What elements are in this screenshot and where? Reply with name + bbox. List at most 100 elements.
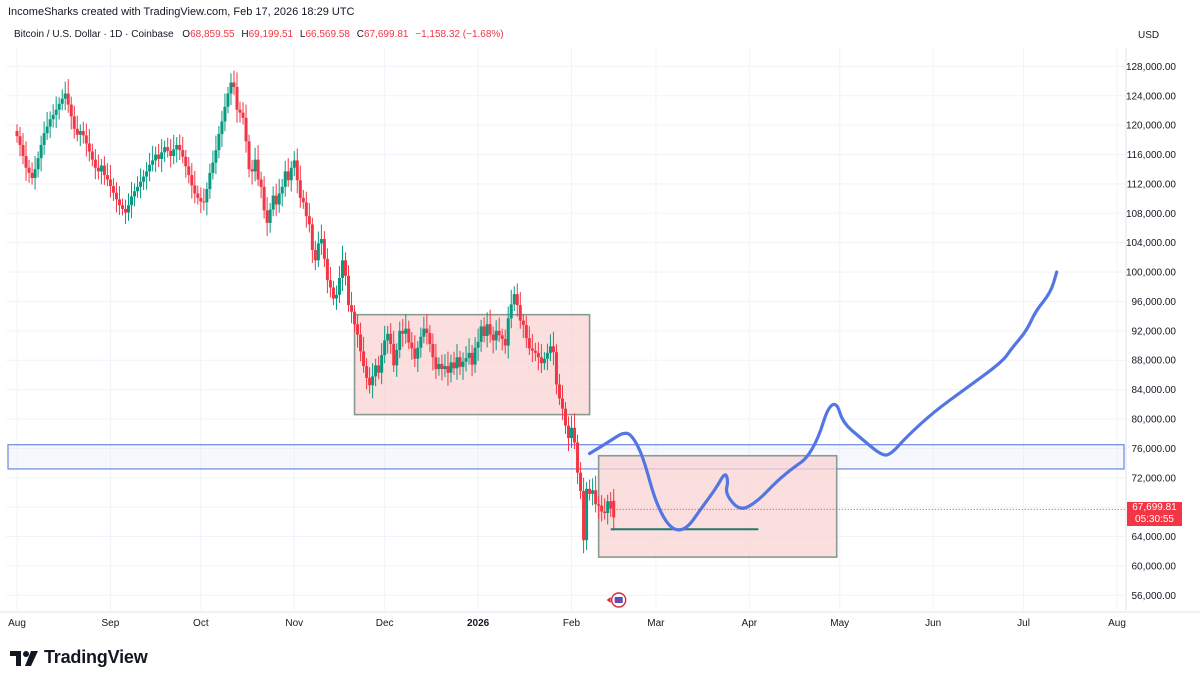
candle-body[interactable] bbox=[416, 347, 420, 359]
candle-body[interactable] bbox=[488, 324, 492, 335]
candle-body[interactable] bbox=[229, 82, 233, 94]
candle-body[interactable] bbox=[232, 82, 236, 87]
candle-body[interactable] bbox=[383, 340, 387, 356]
candle-body[interactable] bbox=[93, 159, 97, 168]
candle-body[interactable] bbox=[181, 150, 185, 157]
candle-body[interactable] bbox=[127, 205, 131, 213]
candle-body[interactable] bbox=[473, 347, 477, 365]
candle-body[interactable] bbox=[310, 224, 314, 251]
candle-body[interactable] bbox=[262, 186, 266, 211]
candle-body[interactable] bbox=[353, 311, 357, 325]
candle-body[interactable] bbox=[497, 330, 501, 336]
candle-body[interactable] bbox=[331, 287, 335, 299]
candle-body[interactable] bbox=[96, 167, 100, 172]
candle-body[interactable] bbox=[178, 144, 182, 151]
candle-body[interactable] bbox=[75, 128, 79, 135]
candle-body[interactable] bbox=[54, 109, 58, 115]
candle-body[interactable] bbox=[268, 209, 272, 223]
candle-body[interactable] bbox=[503, 338, 507, 346]
candle-body[interactable] bbox=[401, 330, 405, 334]
candle-body[interactable] bbox=[377, 365, 381, 373]
candle-body[interactable] bbox=[386, 333, 390, 341]
candle-body[interactable] bbox=[172, 149, 176, 156]
candle-body[interactable] bbox=[214, 150, 218, 163]
candle-body[interactable] bbox=[413, 348, 417, 359]
candle-body[interactable] bbox=[582, 490, 586, 541]
candle-body[interactable] bbox=[18, 136, 22, 145]
candle-body[interactable] bbox=[241, 112, 245, 118]
candle-body[interactable] bbox=[437, 363, 441, 370]
candle-body[interactable] bbox=[51, 114, 55, 120]
candle-body[interactable] bbox=[491, 334, 495, 341]
candle-body[interactable] bbox=[337, 277, 341, 295]
candle-body[interactable] bbox=[108, 179, 112, 187]
candle-body[interactable] bbox=[434, 357, 438, 370]
candle-body[interactable] bbox=[253, 159, 257, 172]
candle-body[interactable] bbox=[380, 355, 384, 373]
candle-body[interactable] bbox=[509, 304, 513, 319]
candle-body[interactable] bbox=[39, 144, 43, 159]
candle-body[interactable] bbox=[259, 179, 263, 187]
candle-body[interactable] bbox=[542, 358, 546, 364]
candle-body[interactable] bbox=[343, 260, 347, 276]
candle-body[interactable] bbox=[440, 363, 444, 370]
candle-body[interactable] bbox=[187, 166, 191, 176]
candle-body[interactable] bbox=[500, 335, 504, 339]
candle-body[interactable] bbox=[494, 330, 498, 341]
candle-body[interactable] bbox=[316, 243, 320, 261]
candle-body[interactable] bbox=[591, 490, 595, 494]
candle-body[interactable] bbox=[530, 348, 534, 351]
candle-body[interactable] bbox=[84, 135, 88, 144]
candle-body[interactable] bbox=[169, 150, 173, 156]
candle-body[interactable] bbox=[467, 352, 471, 359]
candle-body[interactable] bbox=[123, 208, 127, 213]
candle-body[interactable] bbox=[105, 175, 109, 180]
candle-body[interactable] bbox=[395, 349, 399, 366]
candle-body[interactable] bbox=[136, 186, 140, 192]
candle-body[interactable] bbox=[114, 192, 118, 200]
candle-body[interactable] bbox=[117, 199, 121, 206]
candle-body[interactable] bbox=[274, 195, 278, 205]
candle-body[interactable] bbox=[443, 366, 447, 370]
candle-body[interactable] bbox=[184, 156, 188, 167]
candle-body[interactable] bbox=[148, 164, 152, 172]
candle-body[interactable] bbox=[527, 338, 531, 349]
candle-body[interactable] bbox=[422, 328, 426, 337]
candle-body[interactable] bbox=[485, 324, 489, 336]
candle-body[interactable] bbox=[48, 119, 52, 127]
candle-body[interactable] bbox=[600, 505, 604, 512]
candle-body[interactable] bbox=[283, 171, 287, 187]
candle-body[interactable] bbox=[301, 197, 305, 203]
candle-body[interactable] bbox=[476, 341, 480, 348]
candle-body[interactable] bbox=[142, 176, 146, 182]
candle-body[interactable] bbox=[446, 366, 450, 373]
candle-body[interactable] bbox=[90, 151, 94, 160]
candle-body[interactable] bbox=[536, 352, 540, 358]
candle-body[interactable] bbox=[518, 305, 522, 321]
candle-body[interactable] bbox=[368, 377, 372, 386]
candle-body[interactable] bbox=[597, 504, 601, 506]
candle-body[interactable] bbox=[515, 294, 519, 306]
candle-body[interactable] bbox=[292, 160, 296, 168]
candle-body[interactable] bbox=[271, 195, 275, 210]
candle-body[interactable] bbox=[175, 144, 179, 150]
candle-body[interactable] bbox=[15, 131, 19, 137]
candle-body[interactable] bbox=[521, 320, 525, 325]
candle-body[interactable] bbox=[163, 147, 167, 153]
candle-body[interactable] bbox=[33, 169, 37, 179]
candle-body[interactable] bbox=[328, 280, 332, 288]
candle-body[interactable] bbox=[570, 427, 574, 439]
candle-body[interactable] bbox=[410, 342, 414, 349]
candle-body[interactable] bbox=[347, 275, 351, 306]
candle-body[interactable] bbox=[425, 328, 429, 334]
candle-body[interactable] bbox=[458, 357, 462, 367]
candle-body[interactable] bbox=[506, 318, 510, 346]
candle-body[interactable] bbox=[256, 159, 260, 180]
us-flag-icon[interactable] bbox=[606, 592, 627, 608]
candle-body[interactable] bbox=[557, 384, 561, 399]
candle-body[interactable] bbox=[350, 305, 354, 312]
candle-body[interactable] bbox=[612, 500, 616, 518]
candle-body[interactable] bbox=[102, 165, 106, 176]
candle-body[interactable] bbox=[359, 334, 363, 352]
